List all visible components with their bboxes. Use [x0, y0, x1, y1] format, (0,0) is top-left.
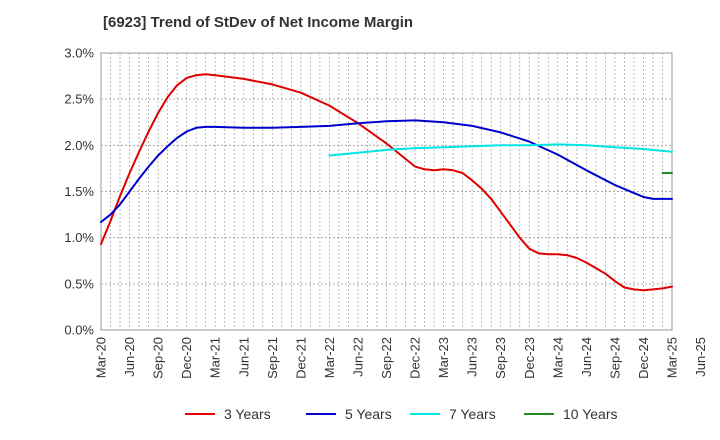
x-tick-label: Mar-21 [208, 337, 223, 378]
legend: 3 Years 5 Years 7 Years 10 Years [185, 406, 618, 422]
legend-label: 5 Years [345, 406, 392, 422]
grid-layer [100, 52, 673, 331]
y-tick-label: 2.5% [64, 92, 94, 107]
x-tick-label: Jun-21 [236, 337, 251, 377]
series-line-3-years [100, 73, 673, 292]
series-line-7-years [328, 143, 673, 157]
legend-label: 7 Years [449, 406, 496, 422]
chart-title: [6923] Trend of StDev of Net Income Marg… [103, 14, 414, 31]
y-tick-label: 2.0% [64, 138, 94, 153]
x-tick-label: Dec-22 [408, 337, 423, 379]
x-tick-label: Jun-20 [122, 337, 137, 377]
x-tick-label: Jun-22 [350, 337, 365, 377]
x-tick-label: Mar-25 [665, 337, 680, 378]
series-layer [100, 73, 673, 292]
legend-label: 3 Years [224, 406, 271, 422]
x-tick-label: Sep-20 [151, 337, 166, 379]
x-tick-label: Jun-23 [465, 337, 480, 377]
axis-layer: 0.0% 0.5% 1.0% 1.5% 2.0% 2.5% 3.0% Mar-20 Jun-20… [64, 46, 708, 379]
x-tick-label: Mar-20 [94, 337, 109, 378]
y-tick-label: 0.0% [64, 323, 94, 338]
x-tick-label: Dec-20 [179, 337, 194, 379]
x-tick-label: Jun-25 [693, 337, 708, 377]
x-tick-label: Sep-22 [379, 337, 394, 379]
x-tick-label: Dec-23 [522, 337, 537, 379]
x-tick-label: Dec-24 [636, 337, 651, 379]
y-tick-label: 1.5% [64, 184, 94, 199]
x-tick-label: Sep-24 [607, 337, 622, 379]
x-tick-label: Mar-24 [550, 337, 565, 378]
y-tick-label: 3.0% [64, 46, 94, 61]
x-tick-label: Sep-21 [265, 337, 280, 379]
x-tick-label: Sep-23 [493, 337, 508, 379]
y-tick-label: 0.5% [64, 276, 94, 291]
legend-label: 10 Years [563, 406, 618, 422]
x-tick-label: Dec-21 [293, 337, 308, 379]
x-tick-label: Jun-24 [579, 337, 594, 377]
x-tick-label: Mar-22 [322, 337, 337, 378]
y-tick-label: 1.0% [64, 230, 94, 245]
series-line-5-years [100, 119, 673, 223]
x-tick-label: Mar-23 [436, 337, 451, 378]
